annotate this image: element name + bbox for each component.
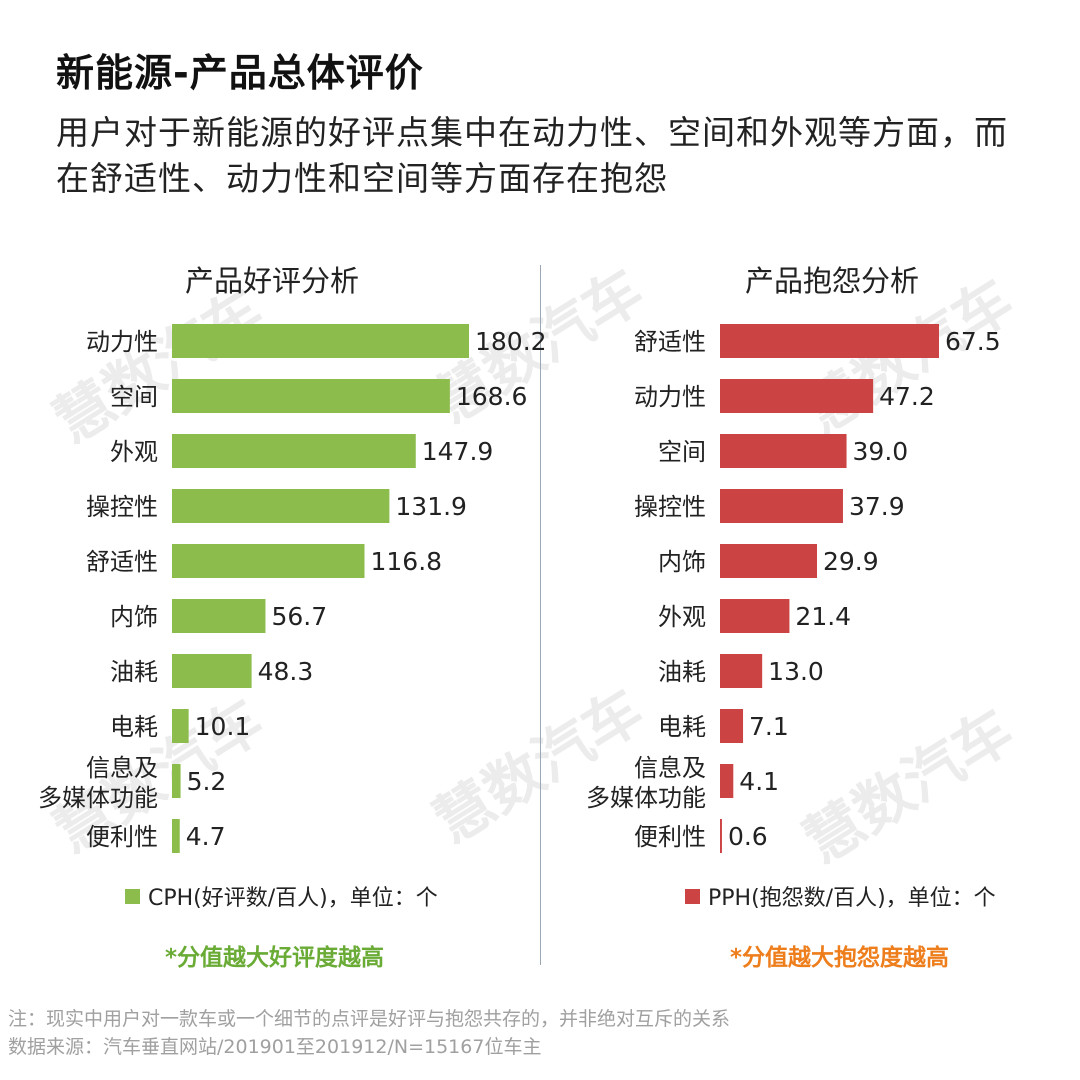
negative-category-label: 外观 (658, 603, 706, 631)
negative-category-label: 舒适性 (634, 328, 706, 356)
negative-value-label: 7.1 (749, 712, 789, 741)
positive-bar-2 (172, 379, 450, 413)
negative-category-label: 动力性 (634, 383, 706, 411)
positive-value-label: 56.7 (271, 602, 327, 631)
negative-value-label: 67.5 (945, 327, 1001, 356)
positive-bar-6 (172, 599, 266, 633)
negative-category-label: 油耗 (658, 658, 706, 686)
positive-category-label: 动力性 (86, 328, 158, 356)
positive-value-label: 131.9 (395, 492, 467, 521)
negative-bar-7 (720, 654, 763, 688)
negative-bar-4 (720, 489, 843, 523)
panel-divider (540, 265, 541, 965)
positive-bar-3 (172, 434, 416, 468)
negative-bar-5 (720, 544, 818, 578)
negative-value-label: 47.2 (879, 382, 935, 411)
positive-chart-title: 产品好评分析 (185, 264, 360, 298)
negative-bar-6 (720, 599, 790, 633)
positive-category-label: 舒适性 (86, 548, 158, 576)
positive-category-label: 操控性 (86, 493, 158, 521)
negative-value-label: 13.0 (768, 657, 824, 686)
positive-legend-label: CPH(好评数/百人)，单位：个 (148, 886, 438, 911)
negative-category-label: 电耗 (658, 713, 706, 741)
positive-value-label: 10.1 (195, 712, 251, 741)
positive-category-label: 内饰 (110, 603, 158, 631)
negative-value-label: 29.9 (823, 547, 879, 576)
positive-value-label: 147.9 (422, 437, 494, 466)
negative-note: *分值越大抱怨度越高 (730, 945, 950, 971)
positive-legend-swatch (125, 888, 140, 904)
positive-bar-8 (172, 709, 189, 743)
negative-value-label: 37.9 (849, 492, 905, 521)
positive-category-label: 信息及多媒体功能 (38, 754, 158, 812)
footnote-source: 数据来源：汽车垂直网站/201901至201912/N=15167位车主 (8, 1036, 542, 1058)
positive-value-label: 168.6 (456, 382, 528, 411)
negative-bar-10 (720, 819, 722, 853)
positive-value-label: 116.8 (371, 547, 443, 576)
positive-note: *分值越大好评度越高 (165, 945, 385, 971)
negative-value-label: 39.0 (853, 437, 909, 466)
negative-chart-title: 产品抱怨分析 (745, 264, 920, 298)
positive-legend: CPH(好评数/百人)，单位：个 (125, 880, 438, 912)
positive-value-label: 48.3 (258, 657, 314, 686)
negative-legend: PPH(抱怨数/百人)，单位：个 (685, 880, 996, 912)
negative-legend-label: PPH(抱怨数/百人)，单位：个 (708, 886, 996, 911)
positive-category-label: 油耗 (110, 658, 158, 686)
positive-value-label: 180.2 (475, 327, 547, 356)
negative-bar-9 (720, 764, 734, 798)
positive-bar-4 (172, 489, 390, 523)
negative-value-label: 0.6 (728, 822, 768, 851)
positive-bar-10 (172, 819, 180, 853)
positive-bar-1 (172, 324, 469, 358)
negative-category-label: 信息及多媒体功能 (586, 754, 706, 812)
page-subtitle: 用户对于新能源的好评点集中在动力性、空间和外观等方面，而在舒适性、动力性和空间等… (56, 113, 1008, 198)
negative-category-label: 便利性 (634, 823, 706, 851)
footnote-note: 注：现实中用户对一款车或一个细节的点评是好评与抱怨共存的，并非绝对互斥的关系 (8, 1008, 731, 1030)
positive-value-label: 5.2 (187, 767, 227, 796)
positive-bar-7 (172, 654, 252, 688)
page-title: 新能源-产品总体评价 (56, 51, 424, 95)
negative-legend-swatch (685, 888, 700, 904)
positive-category-label: 电耗 (110, 713, 158, 741)
negative-bar-3 (720, 434, 847, 468)
positive-bar-9 (172, 764, 181, 798)
positive-category-label: 便利性 (86, 823, 158, 851)
negative-category-label: 内饰 (658, 548, 706, 576)
negative-bar-8 (720, 709, 744, 743)
positive-category-label: 外观 (110, 438, 158, 466)
positive-category-label: 空间 (110, 383, 158, 411)
negative-bar-1 (720, 324, 939, 358)
negative-value-label: 4.1 (739, 767, 779, 796)
positive-value-label: 4.7 (186, 822, 226, 851)
negative-bar-2 (720, 379, 874, 413)
negative-value-label: 21.4 (795, 602, 851, 631)
positive-bar-5 (172, 544, 365, 578)
negative-category-label: 操控性 (634, 493, 706, 521)
negative-category-label: 空间 (658, 438, 706, 466)
